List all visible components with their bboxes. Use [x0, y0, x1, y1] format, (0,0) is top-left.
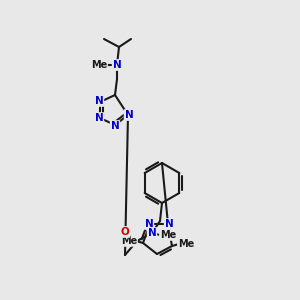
Text: N: N: [112, 60, 122, 70]
Text: Me: Me: [160, 230, 176, 240]
Text: N: N: [148, 228, 156, 238]
Text: N: N: [111, 121, 119, 131]
Text: O: O: [121, 227, 129, 237]
Text: N: N: [165, 219, 173, 229]
Text: Me: Me: [91, 60, 107, 70]
Text: N: N: [145, 219, 153, 229]
Text: Me: Me: [178, 239, 194, 249]
Text: N: N: [94, 96, 103, 106]
Text: Me: Me: [121, 236, 137, 246]
Text: N: N: [94, 113, 103, 123]
Text: N: N: [124, 110, 134, 120]
